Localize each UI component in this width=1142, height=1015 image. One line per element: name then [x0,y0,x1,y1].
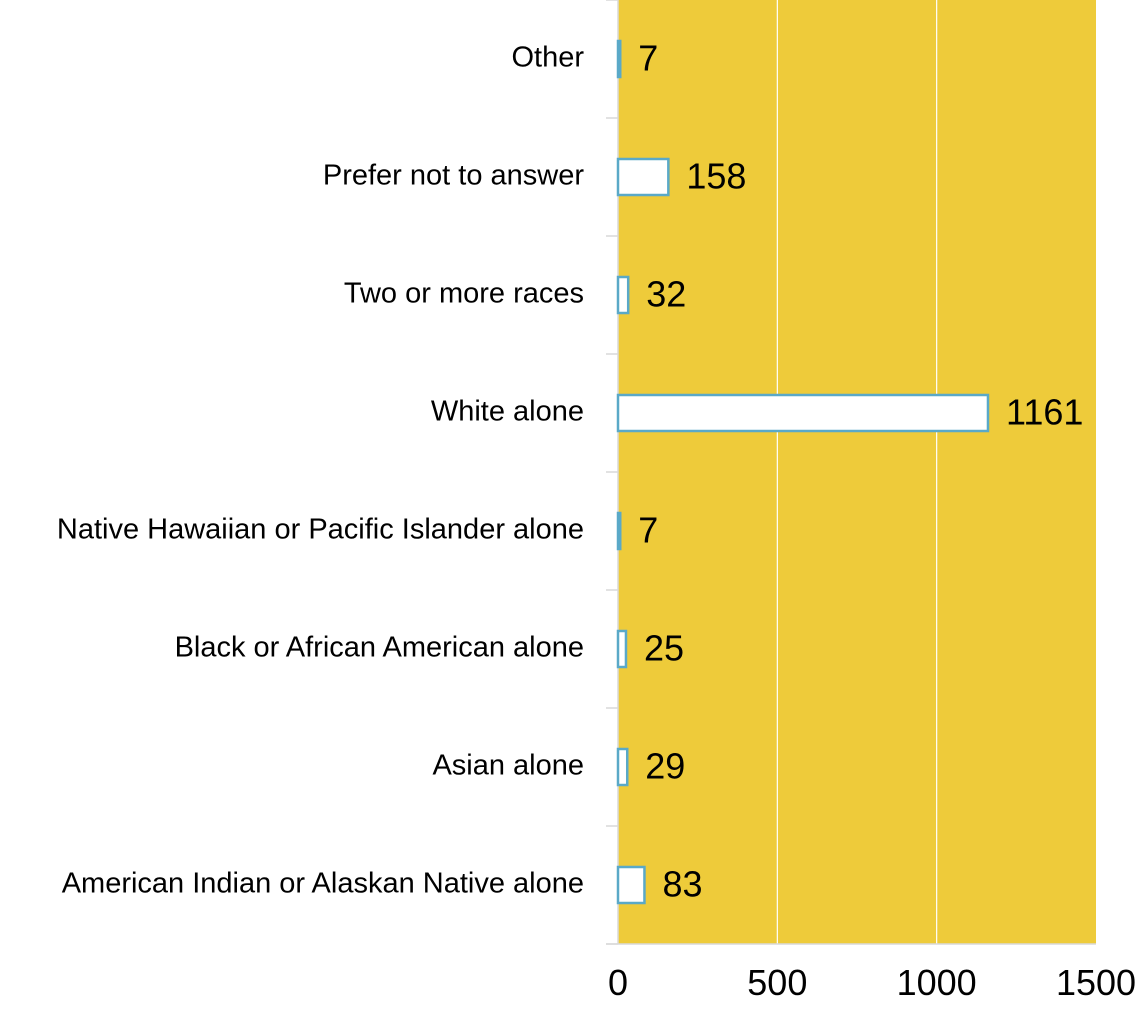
data-labels: 83 29 25 7 1161 32 158 7 [638,38,1083,905]
data-label-1: 29 [645,746,685,787]
category-label-4: White alone [431,396,584,428]
category-label-5: Two or more races [344,278,584,310]
x-tick-label-500: 500 [747,962,807,1003]
category-axis [606,0,1096,945]
bar-3 [616,511,622,551]
category-label-2: Black or African American alone [175,632,584,664]
bar-6 [616,157,670,197]
plot-area-background [618,0,1096,944]
x-axis-tick-labels: 0 500 1000 1500 [608,962,1136,1003]
data-label-2: 25 [644,628,684,669]
bar-7 [616,39,622,79]
x-tick-label-1500: 1500 [1056,962,1136,1003]
data-label-5: 32 [646,274,686,315]
data-label-0: 83 [662,864,702,905]
data-label-6: 158 [686,156,746,197]
category-label-1: Asian alone [432,750,584,782]
category-label-3: Native Hawaiian or Pacific Islander alon… [57,514,584,546]
bar-4 [616,393,990,433]
category-labels: American Indian or Alaskan Native alone A… [57,42,584,900]
bar-2 [616,629,628,669]
gridlines [776,0,938,944]
x-tick-label-0: 0 [608,962,628,1003]
category-label-0: American Indian or Alaskan Native alone [62,868,584,900]
bar-series [616,39,990,905]
bar-5 [616,275,630,315]
x-tick-label-1000: 1000 [897,962,977,1003]
data-label-4: 1161 [1006,392,1083,433]
category-label-6: Prefer not to answer [323,160,584,192]
bar-0 [616,865,646,905]
bar-1 [616,747,629,787]
data-label-3: 7 [638,510,658,551]
category-label-7: Other [511,42,584,74]
data-label-7: 7 [638,38,658,79]
